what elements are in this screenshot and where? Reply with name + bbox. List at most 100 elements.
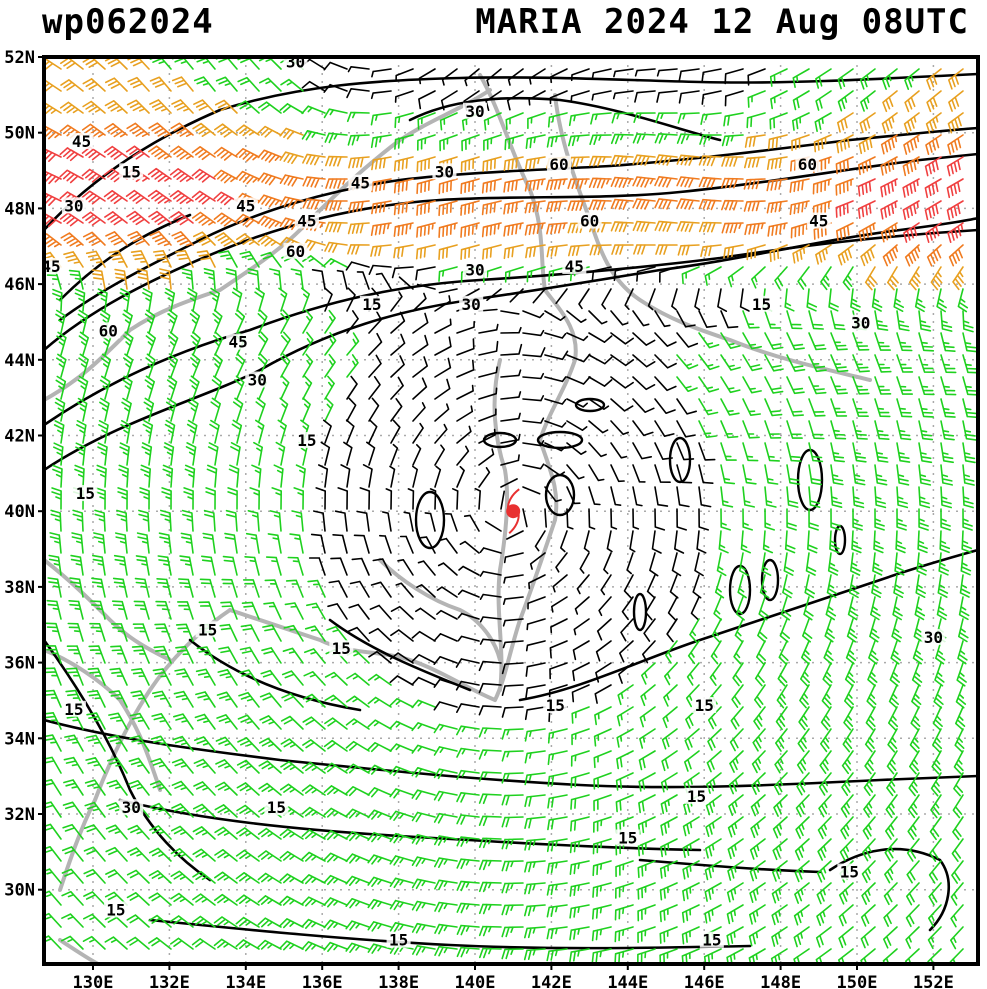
wind-barb bbox=[749, 882, 766, 903]
wind-barb bbox=[234, 375, 245, 400]
wind-barb bbox=[503, 574, 524, 584]
wind-barb bbox=[191, 168, 216, 183]
contour-label-bg bbox=[294, 212, 319, 229]
wind-barb bbox=[692, 574, 702, 599]
wind-barb bbox=[324, 717, 348, 730]
wind-barb bbox=[896, 310, 910, 332]
wind-barb bbox=[53, 420, 65, 444]
wind-barb bbox=[819, 750, 832, 774]
wind-barb bbox=[154, 623, 172, 642]
wind-barb bbox=[456, 359, 475, 378]
wind-barb bbox=[681, 904, 700, 923]
contour-label: 60 bbox=[798, 155, 817, 174]
wind-barb bbox=[786, 420, 803, 439]
wind-barb bbox=[318, 464, 329, 488]
wind-barb bbox=[936, 288, 947, 313]
wind-barb bbox=[588, 442, 607, 458]
wind-barb bbox=[77, 309, 89, 334]
wind-barb bbox=[769, 112, 788, 130]
wind-barb bbox=[724, 90, 744, 107]
wind-barb bbox=[682, 860, 700, 880]
wind-barb bbox=[616, 706, 634, 727]
wind-barb bbox=[522, 508, 528, 528]
wind-barb bbox=[794, 860, 810, 883]
wind-barb bbox=[389, 810, 414, 821]
wind-barb bbox=[654, 508, 666, 531]
wind-barb bbox=[588, 199, 612, 211]
wind-barb bbox=[346, 88, 370, 99]
lat-label: 52N bbox=[4, 48, 35, 68]
wind-barb bbox=[710, 640, 722, 665]
wind-barb bbox=[345, 831, 370, 842]
wind-barb bbox=[914, 288, 926, 313]
wind-barb bbox=[254, 287, 265, 312]
wind-barb bbox=[484, 520, 502, 532]
contour-label: 45 bbox=[236, 196, 255, 215]
wind-barb bbox=[84, 801, 106, 818]
wind-barb bbox=[149, 825, 172, 840]
wind-barb bbox=[940, 464, 953, 486]
wind-barb bbox=[705, 794, 722, 816]
wind-barb bbox=[367, 696, 392, 708]
wind-barb bbox=[368, 354, 382, 378]
wind-barb bbox=[59, 101, 84, 114]
wind-barb bbox=[860, 904, 876, 927]
wind-barb bbox=[632, 398, 655, 413]
wind-barb bbox=[81, 123, 106, 138]
wind-barb bbox=[524, 706, 546, 721]
wind-barb bbox=[818, 794, 832, 818]
wind-barb bbox=[83, 868, 106, 884]
wind-barb bbox=[523, 948, 546, 961]
wind-barb bbox=[279, 895, 304, 906]
wind-barb bbox=[116, 509, 128, 532]
wind-barb bbox=[170, 892, 194, 906]
wind-barb bbox=[947, 222, 964, 243]
wind-barb bbox=[611, 112, 634, 124]
wind-barb bbox=[528, 90, 546, 106]
wind-barb bbox=[862, 816, 876, 840]
wind-barb bbox=[483, 112, 502, 131]
wind-barb bbox=[815, 244, 832, 265]
wind-barb bbox=[906, 838, 920, 862]
wind-barb bbox=[637, 838, 656, 857]
wind-barb bbox=[258, 331, 269, 356]
contour-label-bg bbox=[283, 57, 308, 70]
wind-barb bbox=[610, 198, 634, 210]
wind-barb bbox=[896, 332, 913, 352]
wind-barb bbox=[524, 904, 546, 917]
wind-barb bbox=[142, 419, 154, 444]
contour-label: 15 bbox=[702, 931, 721, 950]
wind-barb bbox=[501, 860, 524, 872]
wind-barb bbox=[614, 948, 634, 964]
wind-barb bbox=[347, 222, 370, 235]
wind-barb bbox=[687, 640, 700, 665]
wind-barb bbox=[506, 90, 524, 111]
wind-barb bbox=[501, 750, 524, 762]
wind-barb bbox=[218, 250, 238, 268]
wind-barb bbox=[962, 332, 978, 353]
wind-barb bbox=[816, 860, 832, 883]
wind-barb bbox=[235, 353, 246, 378]
wind-barb bbox=[82, 211, 106, 226]
wind-barb bbox=[163, 442, 175, 466]
wind-barb bbox=[940, 420, 955, 441]
wind-barb bbox=[415, 266, 436, 281]
wind-barb bbox=[837, 244, 854, 266]
wind-barb bbox=[456, 384, 474, 400]
isotach-contour bbox=[118, 798, 702, 852]
wind-barb bbox=[547, 750, 568, 766]
wind-barb bbox=[213, 212, 238, 227]
wind-barb bbox=[456, 858, 480, 870]
wind-barb bbox=[799, 684, 810, 709]
wind-barb bbox=[323, 897, 348, 908]
wind-barb bbox=[173, 690, 194, 708]
wind-barb bbox=[742, 398, 761, 416]
wind-barb bbox=[170, 122, 194, 137]
wind-barb bbox=[103, 145, 128, 160]
wind-barb bbox=[704, 882, 722, 902]
wind-barb bbox=[236, 827, 260, 840]
wind-barb bbox=[148, 122, 172, 137]
wind-barb bbox=[674, 530, 685, 554]
wind-barb bbox=[367, 809, 392, 820]
wind-barb bbox=[634, 90, 656, 103]
